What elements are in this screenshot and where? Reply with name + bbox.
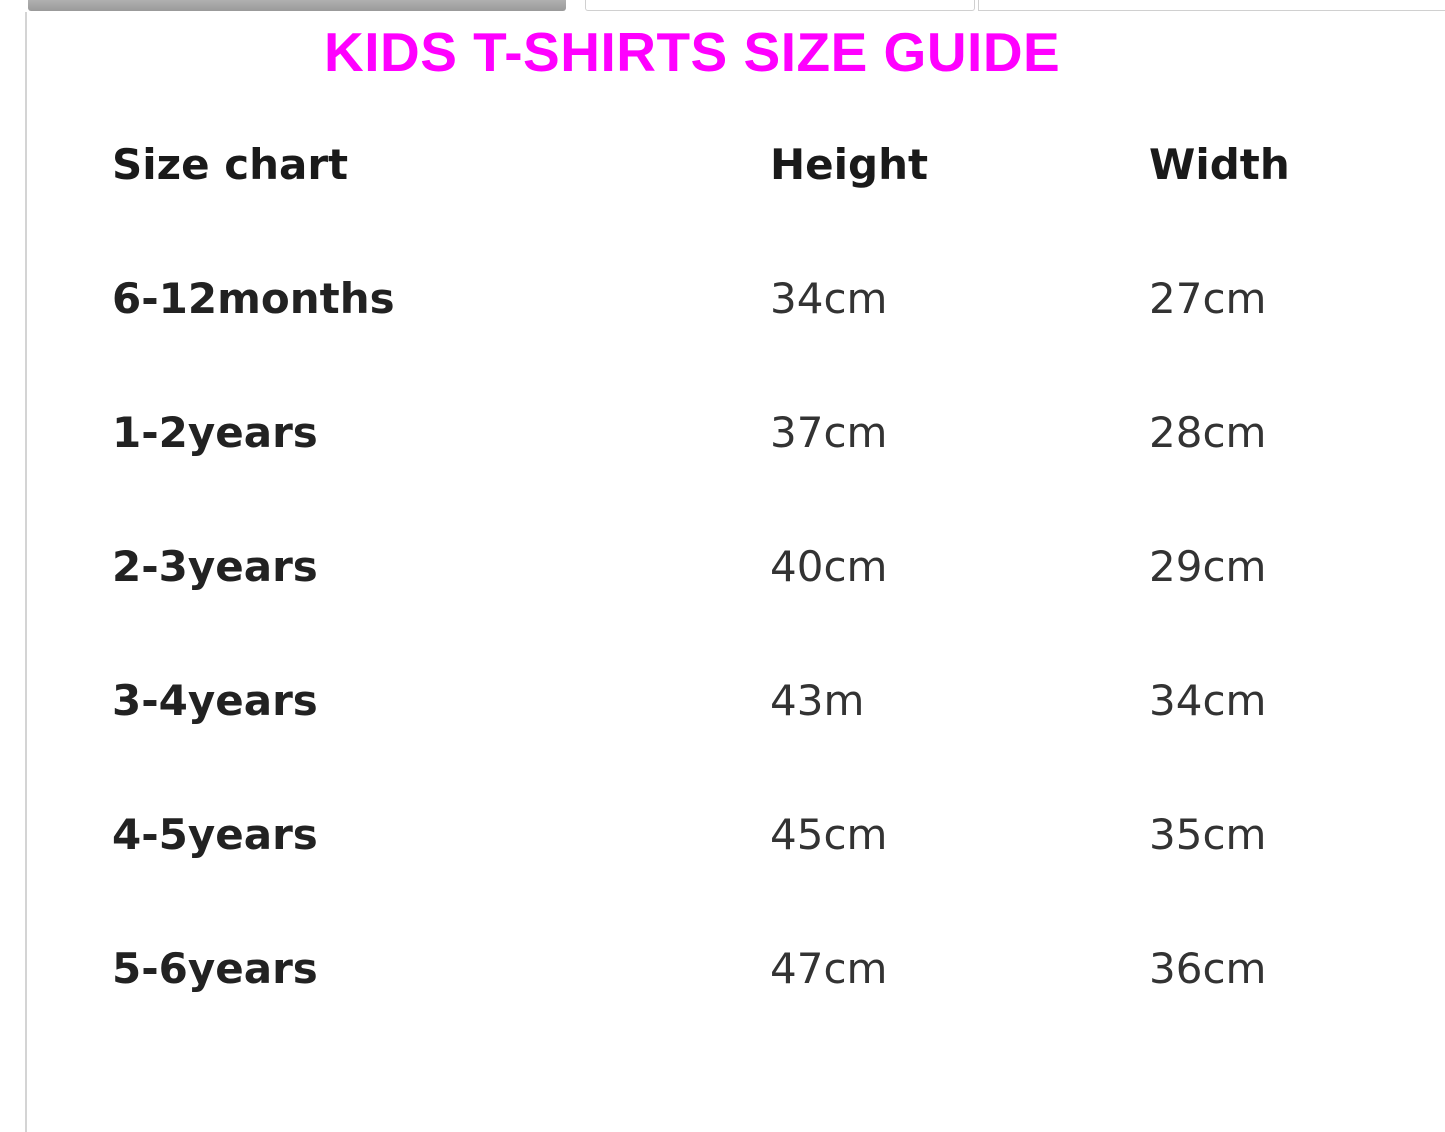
tab[interactable] — [585, 0, 975, 11]
row-height: 37cm — [770, 408, 888, 457]
row-height: 40cm — [770, 542, 888, 591]
row-width: 35cm — [1149, 810, 1267, 859]
row-size: 1-2years — [112, 408, 318, 457]
row-width: 29cm — [1149, 542, 1267, 591]
row-size: 5-6years — [112, 944, 318, 993]
row-width: 27cm — [1149, 274, 1267, 323]
tab[interactable] — [978, 0, 1445, 11]
row-height: 47cm — [770, 944, 888, 993]
row-size: 6-12months — [112, 274, 395, 323]
header-width: Width — [1149, 140, 1290, 189]
row-size: 3-4years — [112, 676, 318, 725]
row-height: 34cm — [770, 274, 888, 323]
row-height: 43m — [770, 676, 865, 725]
row-width: 28cm — [1149, 408, 1267, 457]
row-width: 34cm — [1149, 676, 1267, 725]
content-panel — [25, 12, 1445, 1132]
header-size-chart: Size chart — [112, 140, 349, 189]
row-size: 4-5years — [112, 810, 318, 859]
row-size: 2-3years — [112, 542, 318, 591]
header-height: Height — [770, 140, 929, 189]
row-width: 36cm — [1149, 944, 1267, 993]
page-title: KIDS T-SHIRTS SIZE GUIDE — [324, 21, 1061, 83]
tab-active[interactable] — [28, 0, 566, 11]
row-height: 45cm — [770, 810, 888, 859]
